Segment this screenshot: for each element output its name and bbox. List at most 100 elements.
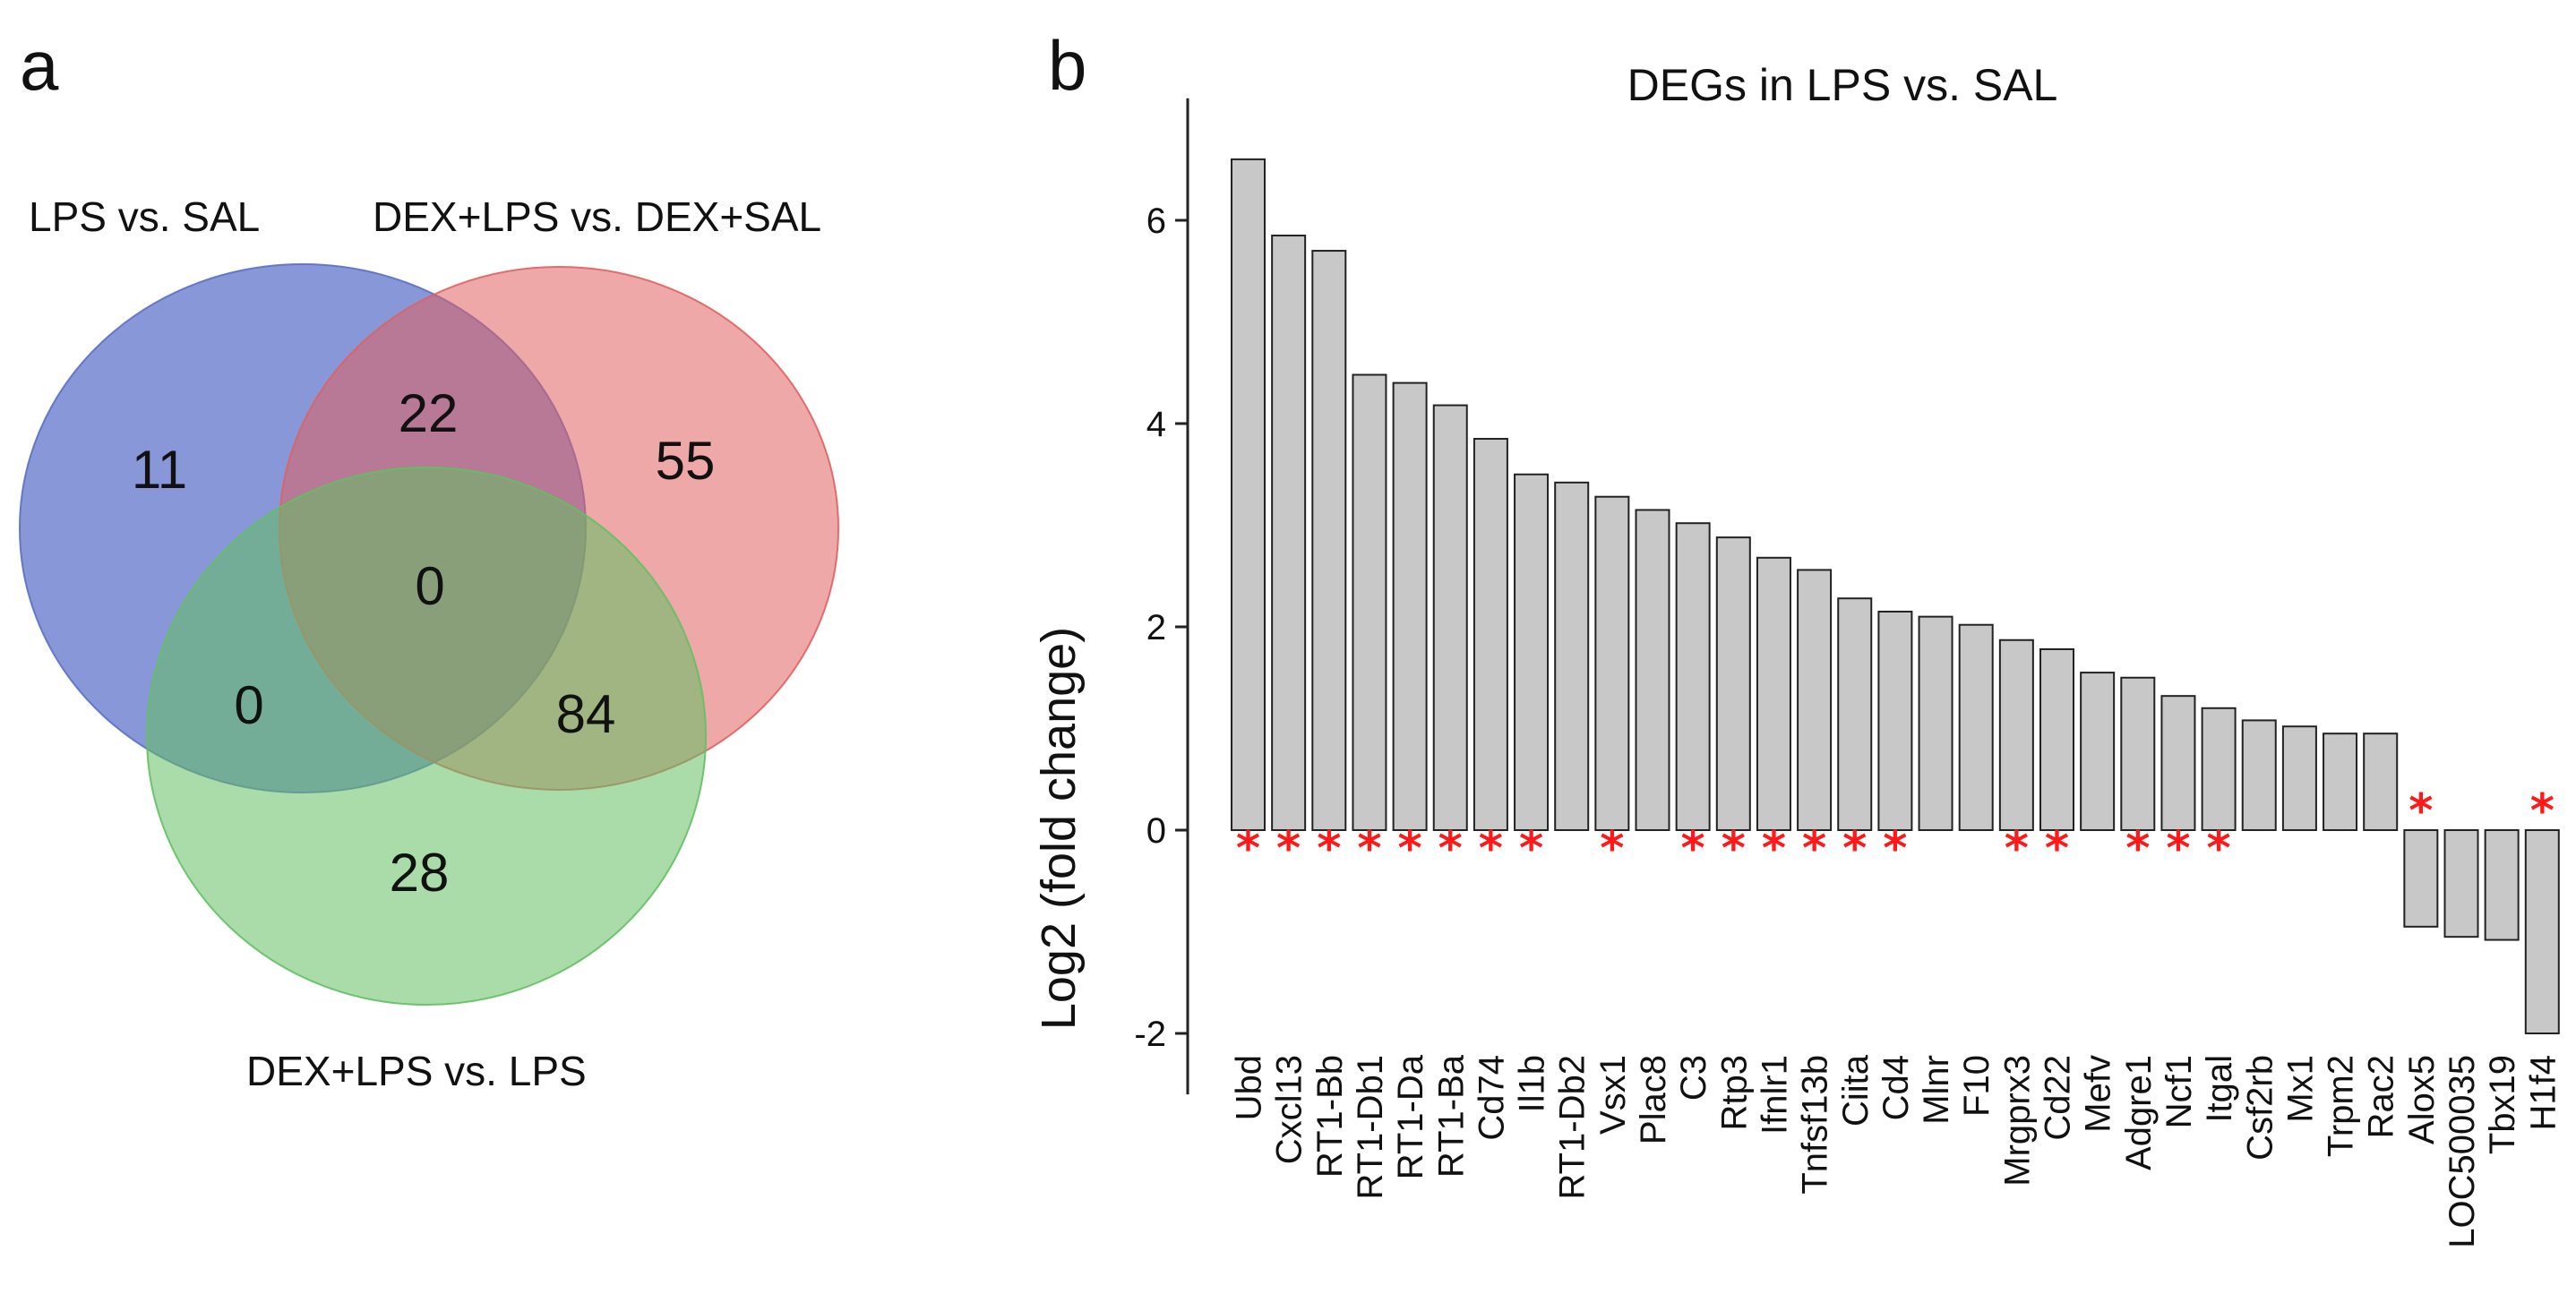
significance-asterisk: * xyxy=(2005,822,2029,876)
y-axis-label: Log2 (fold change) xyxy=(1032,627,1086,1030)
bar-ifnlr1 xyxy=(1756,556,1791,831)
significance-asterisk: * xyxy=(1883,822,1907,876)
bar-mlnr xyxy=(1918,615,1953,832)
y-tick-label: 6 xyxy=(1146,201,1166,241)
bars xyxy=(1231,158,2560,1034)
x-tick-label: Ciita xyxy=(1836,1054,1876,1127)
bar-rtp3 xyxy=(1715,536,1751,831)
bar-cd4 xyxy=(1877,610,1913,831)
bar-h1f4 xyxy=(2524,829,2560,1034)
bar-mrgprx3 xyxy=(1998,638,2034,831)
bar-itgal xyxy=(2201,707,2237,831)
venn-count-dexlps-dexsal-dexlps-lps: 84 xyxy=(556,684,616,744)
bar-rt1-ba xyxy=(1432,404,1468,831)
bar-loc500035 xyxy=(2443,829,2479,938)
panel-b-letter: b xyxy=(1048,26,1086,105)
significance-asterisk: * xyxy=(1317,822,1341,876)
bar-ciita xyxy=(1837,597,1873,831)
x-tick-label: Mx1 xyxy=(2280,1055,2320,1123)
significance-asterisk: * xyxy=(1519,822,1543,876)
x-tick-label: Cd22 xyxy=(2039,1055,2078,1141)
x-tick-label: Rtp3 xyxy=(1714,1055,1754,1131)
x-tick-label: Plac8 xyxy=(1634,1055,1673,1144)
bar-c3 xyxy=(1675,522,1711,831)
venn-count-dexlps-dexsal-only: 55 xyxy=(656,431,716,491)
bar-ubd xyxy=(1231,158,1266,831)
bar-tnfsf13b xyxy=(1797,569,1833,831)
venn-label-dexlps-vs-dexsal: DEX+LPS vs. DEX+SAL xyxy=(373,193,821,240)
x-tick-label: Alox5 xyxy=(2402,1055,2442,1144)
x-tick-label: Tbx19 xyxy=(2483,1055,2522,1154)
significance-asterisk: * xyxy=(1842,822,1867,876)
x-tick-label: RT1-Da xyxy=(1391,1054,1430,1179)
y-tick-label: 4 xyxy=(1146,405,1166,444)
bar-csf2rb xyxy=(2241,719,2277,831)
venn-circle-dexlps-vs-lps xyxy=(146,467,707,1006)
x-tick-label: Mefv xyxy=(2079,1055,2118,1133)
y-ticks: -2 0 2 4 6 xyxy=(1134,201,1188,1054)
bar-f10 xyxy=(1958,623,1994,831)
panel-a-letter: a xyxy=(20,26,59,105)
x-tick-label: Rac2 xyxy=(2362,1055,2401,1138)
x-tick-label: Tnfsf13b xyxy=(1796,1055,1835,1195)
x-tick-label: H1f4 xyxy=(2523,1055,2563,1131)
significance-asterisk: * xyxy=(1681,822,1705,876)
x-tick-label: Adgre1 xyxy=(2119,1055,2159,1170)
significance-asterisk: * xyxy=(1762,822,1786,876)
significance-asterisk: * xyxy=(1357,822,1381,876)
significance-asterisk: * xyxy=(1236,822,1260,876)
significance-markers: * * * * * * * * * * * * * * * * * * * * * * xyxy=(1236,784,2555,876)
significance-asterisk: * xyxy=(1479,822,1503,876)
x-tick-label: Mlnr xyxy=(1917,1055,1956,1125)
bar-plac8 xyxy=(1635,509,1670,831)
x-tick-label: Mrgprx3 xyxy=(1997,1055,2037,1187)
x-tick-label: RT1-Ba xyxy=(1431,1054,1471,1178)
x-tick-label: Csf2rb xyxy=(2240,1055,2280,1161)
bar-rt1-bb xyxy=(1311,250,1347,831)
significance-asterisk: * xyxy=(1438,822,1463,876)
bar-trpm2 xyxy=(2323,733,2358,831)
bar-il1b xyxy=(1514,473,1550,831)
x-tick-label: C3 xyxy=(1674,1055,1713,1101)
x-tick-label: RT1-Db2 xyxy=(1553,1055,1593,1200)
x-tick-label: F10 xyxy=(1957,1055,1996,1117)
venn-count-lps-dexlps-lps: 0 xyxy=(234,675,263,735)
x-tick-label: RT1-Bb xyxy=(1310,1055,1350,1178)
x-tick-label: Ubd xyxy=(1230,1055,1269,1120)
x-tick-label: Cd74 xyxy=(1472,1055,1511,1141)
x-tick-label: Il1b xyxy=(1513,1055,1552,1113)
bar-cxcl13 xyxy=(1271,235,1307,831)
bar-rt1-db2 xyxy=(1554,481,1590,832)
bar-cd74 xyxy=(1473,438,1508,831)
x-tick-label: Cd4 xyxy=(1876,1055,1916,1120)
significance-asterisk: * xyxy=(2166,822,2190,876)
significance-asterisk: * xyxy=(2125,822,2150,876)
bar-rt1-da xyxy=(1392,381,1428,831)
significance-asterisk: * xyxy=(2530,784,2555,838)
venn-count-lps-only: 11 xyxy=(132,440,187,500)
venn-count-dexlps-lps-only: 28 xyxy=(390,843,450,903)
bar-cd22 xyxy=(2039,647,2074,831)
bar-alox5 xyxy=(2403,829,2439,928)
significance-asterisk: * xyxy=(1397,822,1421,876)
y-tick-label: 2 xyxy=(1146,608,1166,647)
x-tick-label: Ncf1 xyxy=(2160,1055,2199,1128)
venn-count-lps-dexlps-dexsal: 22 xyxy=(399,383,459,443)
bar-mx1 xyxy=(2281,725,2317,831)
x-tick-label: Ifnlr1 xyxy=(1755,1055,1794,1135)
bar-mefv xyxy=(2080,672,2116,832)
y-tick-label: -2 xyxy=(1134,1015,1166,1054)
significance-asterisk: * xyxy=(1600,822,1624,876)
x-tick-label: LOC500035 xyxy=(2443,1055,2482,1248)
bar-chart-panel: b DEGs in LPS vs. SAL Log2 (fold change)… xyxy=(1032,26,2563,1248)
significance-asterisk: * xyxy=(1276,822,1301,876)
significance-asterisk: * xyxy=(1802,822,1826,876)
venn-panel: a LPS vs. SAL DEX+LPS vs. DEX+SAL DEX+LP… xyxy=(19,26,839,1094)
y-tick-label: 0 xyxy=(1146,811,1166,851)
bar-rac2 xyxy=(2363,733,2399,831)
venn-label-lps-vs-sal: LPS vs. SAL xyxy=(29,193,260,240)
x-tick-label: Trpm2 xyxy=(2322,1055,2361,1157)
significance-asterisk: * xyxy=(2206,822,2230,876)
significance-asterisk: * xyxy=(1722,822,1746,876)
